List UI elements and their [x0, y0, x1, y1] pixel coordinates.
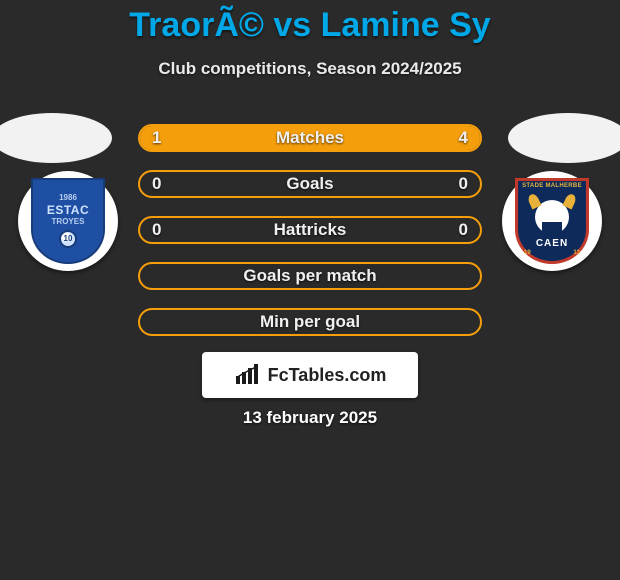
crest-caen-year: 19 13 [518, 250, 586, 257]
stat-row-hattricks: 0 Hattricks 0 [138, 216, 482, 244]
crest-caen-name: CAEN [536, 238, 568, 249]
stats-table: 1 Matches 4 0 Goals 0 0 Hattricks 0 Goal… [138, 124, 482, 354]
stat-row-goals: 0 Goals 0 [138, 170, 482, 198]
stat-row-min-per-goal: Min per goal [138, 308, 482, 336]
crest-estac-city: TROYES [52, 218, 85, 227]
club-badge-right: STADE MALHERBE CAEN 19 13 [502, 171, 602, 271]
stat-label: Goals [140, 172, 480, 196]
viking-icon [535, 200, 569, 234]
stat-label: Min per goal [140, 310, 480, 334]
club-badge-left: 1986 ESTAC TROYES 10 [18, 171, 118, 271]
stat-row-matches: 1 Matches 4 [138, 124, 482, 152]
stat-value-right: 0 [459, 172, 468, 196]
bars-chart-icon [234, 364, 262, 386]
crest-estac-year: 1986 [59, 194, 77, 203]
stat-value-right: 0 [459, 218, 468, 242]
crest-caen: STADE MALHERBE CAEN 19 13 [515, 178, 589, 264]
crest-estac-ball-icon: 10 [59, 230, 77, 248]
stat-label: Matches [140, 126, 480, 150]
brand-link[interactable]: FcTables.com [202, 352, 418, 398]
footer-date: 13 february 2025 [0, 408, 620, 428]
stat-label: Goals per match [140, 264, 480, 288]
player-avatar-left-placeholder [0, 113, 112, 163]
crest-estac: 1986 ESTAC TROYES 10 [31, 178, 105, 264]
crest-caen-top-text: STADE MALHERBE [518, 183, 586, 190]
stat-value-right: 4 [459, 126, 468, 150]
page-title: TraorÃ© vs Lamine Sy [0, 0, 620, 45]
player-avatar-right-placeholder [508, 113, 620, 163]
crest-estac-name: ESTAC [47, 204, 89, 217]
page-subtitle: Club competitions, Season 2024/2025 [0, 59, 620, 79]
brand-text: FcTables.com [268, 365, 387, 386]
stat-row-goals-per-match: Goals per match [138, 262, 482, 290]
stat-label: Hattricks [140, 218, 480, 242]
